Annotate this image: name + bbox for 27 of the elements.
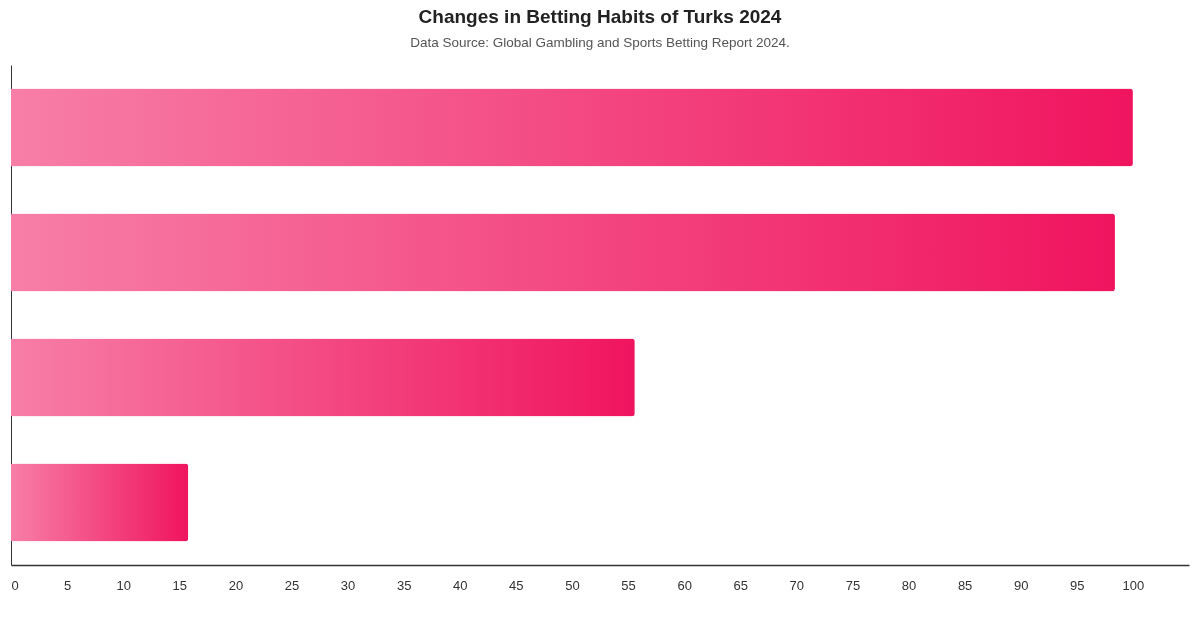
x-tick-label: 95 [1070, 577, 1085, 593]
bar [11, 213, 1115, 292]
x-tick-label: 25 [284, 577, 300, 593]
x-tick-label: 15 [172, 577, 188, 593]
x-tick-label: 35 [396, 577, 412, 593]
bar [11, 338, 635, 417]
x-tick-label: 70 [789, 577, 805, 593]
x-tick-label: 75 [845, 577, 861, 593]
x-tick-label: 40 [453, 577, 468, 593]
x-tick-label: 0 [11, 577, 19, 593]
x-tick-label: 30 [340, 577, 356, 593]
x-tick-label: 90 [1013, 577, 1029, 593]
x-tick-label: 20 [228, 577, 244, 593]
x-tick-label: 65 [733, 577, 748, 593]
bar [11, 463, 189, 542]
x-tick-label: 10 [116, 577, 131, 593]
x-tick-label: 60 [677, 577, 692, 593]
bar [11, 88, 1133, 167]
x-tick-label: 45 [509, 577, 524, 593]
x-tick-label: 100 [1122, 577, 1145, 593]
x-tick-label: 5 [63, 577, 72, 593]
x-tick-label: 55 [621, 577, 636, 593]
chart-title: Changes in Betting Habits of Turks 2024 [418, 5, 782, 27]
x-tick-label: 85 [957, 577, 973, 593]
x-tick-label: 50 [565, 577, 580, 593]
x-tick-label: 80 [901, 577, 917, 593]
chart-subtitle: Data Source: Global Gambling and Sports Betting Report 2024. [410, 34, 790, 50]
